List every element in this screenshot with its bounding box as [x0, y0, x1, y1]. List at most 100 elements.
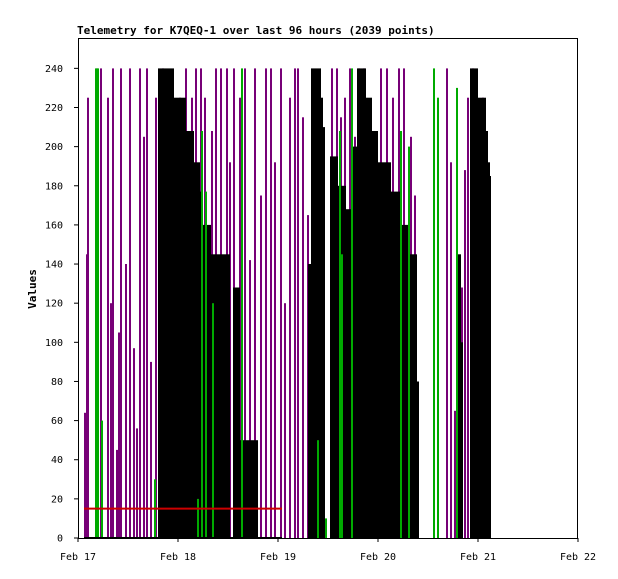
- x-tick-label-2: Feb 19: [260, 552, 296, 563]
- x-tick-label-1: Feb 18: [160, 552, 196, 563]
- y-tick-label-0: 0: [57, 534, 63, 545]
- purple-spike-9: [118, 332, 120, 538]
- black-block-8-4: [490, 176, 491, 538]
- green-spike-1: [97, 68, 99, 539]
- black-block-3-1: [311, 68, 321, 539]
- black-block-3-3: [323, 127, 325, 538]
- black-block-3-0: [308, 264, 311, 538]
- y-tick-label-7: 140: [45, 260, 63, 271]
- purple-spike-40: [274, 162, 276, 539]
- black-block-4-0: [330, 156, 338, 538]
- black-block-0-1: [174, 97, 186, 538]
- y-tick-label-1: 20: [51, 494, 63, 505]
- purple-spike-45: [297, 68, 299, 539]
- chart-title: Telemetry for K7QEQ-1 over last 96 hours…: [77, 24, 435, 37]
- purple-spike-38: [265, 68, 267, 539]
- purple-spike-71: [450, 162, 452, 539]
- green-spike-5: [201, 131, 203, 538]
- black-block-0-3: [194, 162, 200, 539]
- y-tick-label-9: 180: [45, 181, 63, 192]
- purple-spike-2: [87, 97, 89, 538]
- black-block-0-0: [158, 68, 174, 539]
- data-layer: [84, 68, 491, 539]
- black-block-1-1: [211, 254, 230, 539]
- y-tick-label-3: 60: [51, 416, 63, 427]
- purple-spike-6: [110, 303, 112, 538]
- purple-spike-70: [446, 68, 448, 539]
- purple-spike-46: [302, 117, 304, 539]
- y-tick-label-6: 120: [45, 299, 63, 310]
- purple-spike-37: [260, 195, 262, 538]
- purple-spike-19: [155, 97, 157, 538]
- purple-spike-75: [464, 170, 466, 538]
- purple-spike-44: [294, 68, 296, 539]
- x-tick-label-3: Feb 20: [360, 552, 396, 563]
- black-block-7-1: [458, 254, 461, 539]
- x-tick-label-0: Feb 17: [60, 552, 96, 563]
- green-spike-9: [317, 440, 319, 538]
- green-spike-7: [212, 303, 214, 538]
- purple-spike-7: [112, 68, 114, 539]
- purple-spike-12: [129, 68, 131, 539]
- y-tick-label-5: 100: [45, 338, 63, 349]
- green-spike-13: [351, 68, 353, 539]
- purple-spike-14: [136, 428, 138, 538]
- y-axis: 0 20 40 60 80 100 120 140 160 180 200 220 240: [45, 64, 78, 545]
- green-spike-2: [101, 420, 103, 538]
- purple-spike-15: [139, 68, 141, 539]
- black-block-2-1: [240, 440, 258, 538]
- x-tick-label-4: Feb 21: [460, 552, 496, 563]
- black-block-5-3: [372, 131, 378, 538]
- y-tick-label-11: 220: [45, 103, 63, 114]
- purple-spike-18: [150, 361, 152, 538]
- black-block-6-0: [378, 162, 391, 539]
- purple-spike-34: [244, 68, 246, 539]
- green-spike-4: [197, 498, 199, 538]
- black-block-5-2: [366, 97, 372, 538]
- black-block-0-2: [186, 131, 194, 538]
- purple-spike-16: [143, 136, 145, 539]
- black-block-6-1: [391, 191, 402, 538]
- purple-spike-42: [284, 303, 286, 538]
- green-spike-12: [341, 254, 343, 539]
- green-spike-15: [408, 146, 410, 538]
- y-axis-label: Values: [26, 269, 39, 309]
- plot-frame: [78, 38, 578, 539]
- x-tick-label-5: Feb 22: [560, 552, 596, 563]
- y-tick-label-2: 40: [51, 455, 63, 466]
- purple-spike-36: [254, 68, 256, 539]
- green-spike-16: [433, 68, 435, 539]
- black-block-3-2: [321, 97, 323, 538]
- black-block-2-0: [233, 287, 240, 538]
- green-spike-8: [241, 68, 243, 539]
- purple-spike-41: [280, 68, 282, 539]
- y-tick-label-12: 240: [45, 64, 63, 75]
- black-block-4-2: [346, 209, 353, 538]
- green-spike-17: [437, 97, 439, 538]
- purple-spike-76: [467, 97, 469, 538]
- purple-spike-17: [146, 68, 148, 539]
- black-block-5-1: [357, 68, 366, 539]
- x-axis: Feb 17 Feb 18 Feb 19 Feb 20 Feb 21 Feb 22: [60, 538, 596, 563]
- black-block-8-0: [470, 68, 478, 539]
- purple-spike-0: [84, 412, 86, 538]
- y-tick-label-4: 80: [51, 377, 63, 388]
- purple-spike-43: [289, 97, 291, 538]
- black-block-7-2: [461, 342, 463, 538]
- purple-spike-8: [116, 449, 118, 538]
- black-block-5-0: [353, 146, 357, 538]
- green-spike-14: [400, 131, 402, 538]
- green-spike-11: [339, 131, 341, 538]
- black-block-6-4: [417, 381, 419, 538]
- purple-spike-11: [125, 264, 127, 538]
- black-block-8-2: [486, 131, 488, 538]
- purple-spike-10: [120, 68, 122, 539]
- green-spike-10: [325, 518, 327, 538]
- purple-spike-5: [107, 97, 109, 538]
- black-block-8-1: [478, 97, 486, 538]
- purple-spike-35: [249, 260, 251, 538]
- black-block-6-3: [408, 254, 417, 539]
- black-block-6-2: [402, 224, 408, 538]
- purple-spike-13: [133, 348, 135, 538]
